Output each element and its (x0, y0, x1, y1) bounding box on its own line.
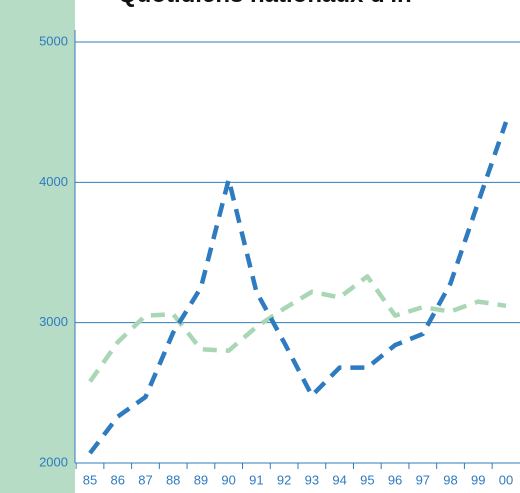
x-tick-label: 96 (388, 472, 402, 487)
x-tick-label: 94 (332, 472, 346, 487)
y-tick-label: 5000 (39, 33, 68, 48)
x-tick-label: 85 (83, 472, 97, 487)
data-line (88, 274, 507, 383)
chart-title: Quotidiens nationaux d'in (118, 0, 412, 8)
y-tick-label: 4000 (39, 174, 68, 189)
x-tick-label: 99 (471, 472, 485, 487)
x-tick-label: 87 (138, 472, 152, 487)
y-tick-label: 2000 (39, 454, 68, 469)
x-tick-label: 97 (416, 472, 430, 487)
x-tick-label: 95 (360, 472, 374, 487)
x-tick-label: 92 (277, 472, 291, 487)
x-tick-label: 00 (499, 472, 513, 487)
y-tick-label: 3000 (39, 314, 68, 329)
x-tick-label: 86 (110, 472, 124, 487)
data-line (88, 121, 509, 455)
x-tick-label: 90 (221, 472, 235, 487)
x-tick-label: 91 (249, 472, 263, 487)
x-tick-label: 88 (166, 472, 180, 487)
x-tick-label: 98 (443, 472, 457, 487)
x-tick-label: 89 (194, 472, 208, 487)
side-band (0, 0, 75, 493)
x-tick-label: 93 (305, 472, 319, 487)
